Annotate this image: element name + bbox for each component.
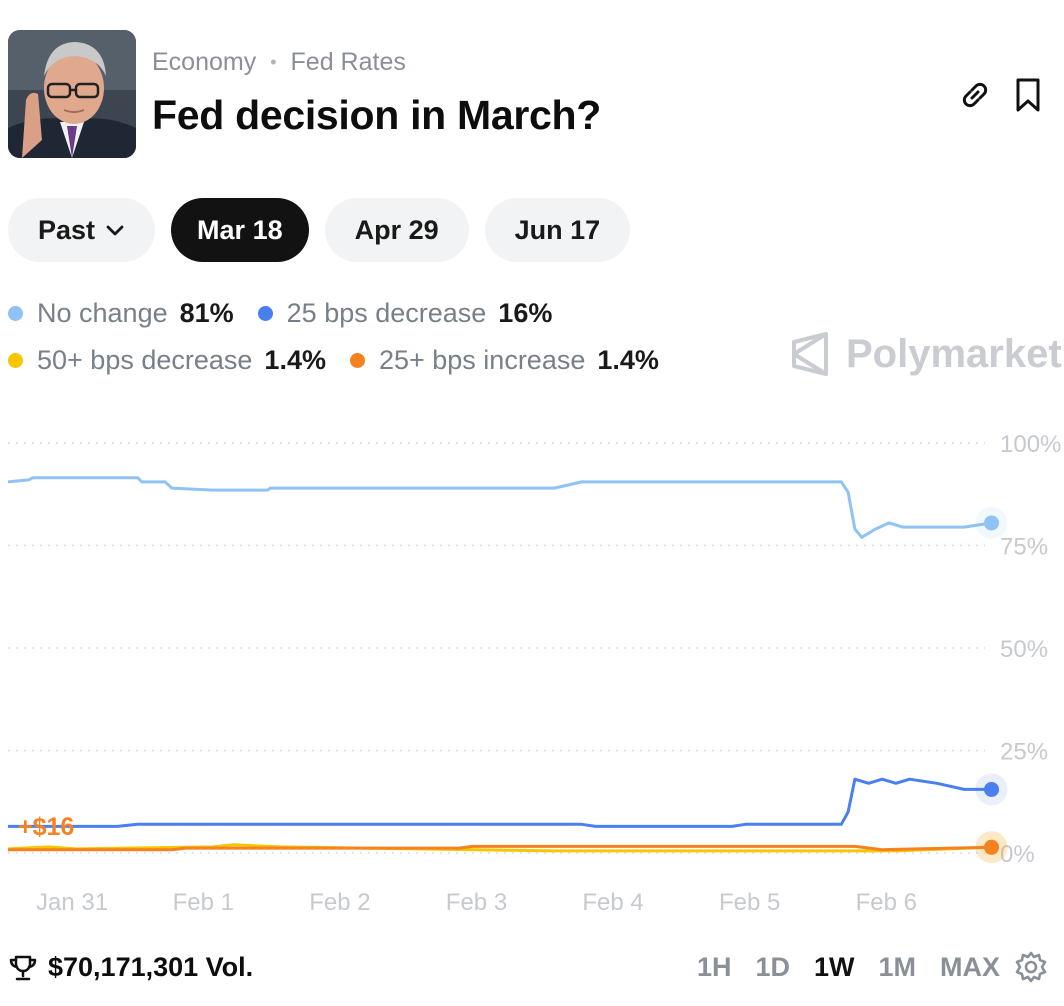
tab-label: Apr 29 xyxy=(354,214,439,245)
tab-label: Mar 18 xyxy=(197,214,283,245)
tab-label: Past xyxy=(38,214,96,245)
y-tick-label: 50% xyxy=(1000,636,1048,663)
series-end-dot xyxy=(984,839,1000,855)
volume: $70,171,301 Vol. xyxy=(8,952,253,983)
bookmark-icon[interactable] xyxy=(1010,76,1048,114)
legend-item-50bps-decrease[interactable]: 50+ bps decrease 1.4% xyxy=(8,345,326,376)
legend-item-no-change[interactable]: No change 81% xyxy=(8,298,234,329)
y-tick-label: 0% xyxy=(1000,841,1035,868)
legend-row-1: No change 81% 25 bps decrease 16% xyxy=(8,298,576,329)
volume-value: $70,171,301 Vol. xyxy=(48,952,254,982)
legend-label: No change xyxy=(37,298,168,328)
breadcrumb-separator: • xyxy=(270,52,277,72)
tab-label: Jun 17 xyxy=(514,214,601,245)
page-title: Fed decision in March? xyxy=(152,92,602,138)
subcategory-link[interactable]: Fed Rates xyxy=(290,48,406,76)
series-end-dot xyxy=(984,781,1000,797)
tab-mar-18[interactable]: Mar 18 xyxy=(171,198,309,262)
series-end-dot xyxy=(984,515,1000,531)
time-range-selector: 1H 1D 1W 1M MAX xyxy=(673,950,1048,984)
breadcrumb: Economy • Fed Rates xyxy=(152,48,406,77)
y-tick-label: 25% xyxy=(1000,739,1048,766)
range-1m[interactable]: 1M xyxy=(878,951,916,982)
legend-row-2: 50+ bps decrease 1.4% 25+ bps increase 1… xyxy=(8,345,683,376)
series-line-25-bps-decrease xyxy=(8,777,992,828)
tab-past[interactable]: Past xyxy=(8,198,156,262)
legend-label: 25+ bps increase xyxy=(378,345,586,375)
legend-dot xyxy=(349,353,365,368)
series-line-25-bps-increase xyxy=(8,844,992,852)
legend-item-25bps-decrease[interactable]: 25 bps decrease 16% xyxy=(257,298,553,329)
range-1w[interactable]: 1W xyxy=(813,951,855,982)
tab-apr-29[interactable]: Apr 29 xyxy=(324,198,469,262)
x-tick-label: Feb 1 xyxy=(173,889,234,916)
legend-value: 1.4% xyxy=(597,345,659,375)
x-tick-label: Feb 3 xyxy=(446,889,507,916)
legend-dot xyxy=(8,353,23,368)
market-avatar xyxy=(8,30,136,158)
gear-icon[interactable] xyxy=(1014,950,1048,984)
category-link[interactable]: Economy xyxy=(152,48,257,76)
x-tick-label: Feb 5 xyxy=(719,889,780,916)
polymarket-logo-icon xyxy=(792,332,828,376)
range-1h[interactable]: 1H xyxy=(696,951,732,982)
trophy-icon xyxy=(9,955,37,980)
x-tick-label: Feb 4 xyxy=(582,889,643,916)
legend-value: 1.4% xyxy=(264,345,326,375)
y-tick-label: 75% xyxy=(1000,534,1048,561)
legend-dot xyxy=(8,306,23,321)
x-tick-label: Feb 6 xyxy=(856,889,917,916)
x-axis-labels: Jan 31 Feb 1 Feb 2 Feb 3 Feb 4 Feb 5 Feb 6 xyxy=(36,889,917,916)
range-max[interactable]: MAX xyxy=(940,951,1000,982)
legend-item-25bps-increase[interactable]: 25+ bps increase 1.4% xyxy=(349,345,659,376)
chevron-down-icon xyxy=(106,225,124,236)
chart-series xyxy=(7,476,1008,864)
range-1d[interactable]: 1D xyxy=(755,951,790,982)
price-chart[interactable]: 100% 75% 50% 25% 0% Jan 31 Feb 1 Feb 2 Feb 3 Feb… xyxy=(0,420,1064,930)
legend-dot xyxy=(257,306,273,321)
portrait-image xyxy=(8,30,136,158)
legend-value: 81% xyxy=(179,298,234,328)
legend-label: 25 bps decrease xyxy=(286,298,487,328)
series-line-no-change xyxy=(7,476,992,539)
y-tick-label: 100% xyxy=(1000,431,1061,458)
date-tabs: Past Mar 18 Apr 29 Jun 17 xyxy=(8,198,631,262)
annotation-label: +$16 xyxy=(18,813,74,841)
x-tick-label: Jan 31 xyxy=(36,889,108,916)
brand-name: Polymarket xyxy=(846,331,1062,376)
chart-annotation: +$16 xyxy=(8,813,90,841)
chart-gridlines xyxy=(8,442,985,854)
legend-label: 50+ bps decrease xyxy=(37,345,253,375)
tab-jun-17[interactable]: Jun 17 xyxy=(484,198,631,262)
x-tick-label: Feb 2 xyxy=(309,889,370,916)
link-icon[interactable] xyxy=(956,76,994,114)
y-axis-labels: 100% 75% 50% 25% 0% xyxy=(1000,431,1061,868)
polymarket-watermark: Polymarket xyxy=(788,330,1062,378)
legend-value: 16% xyxy=(498,298,553,328)
